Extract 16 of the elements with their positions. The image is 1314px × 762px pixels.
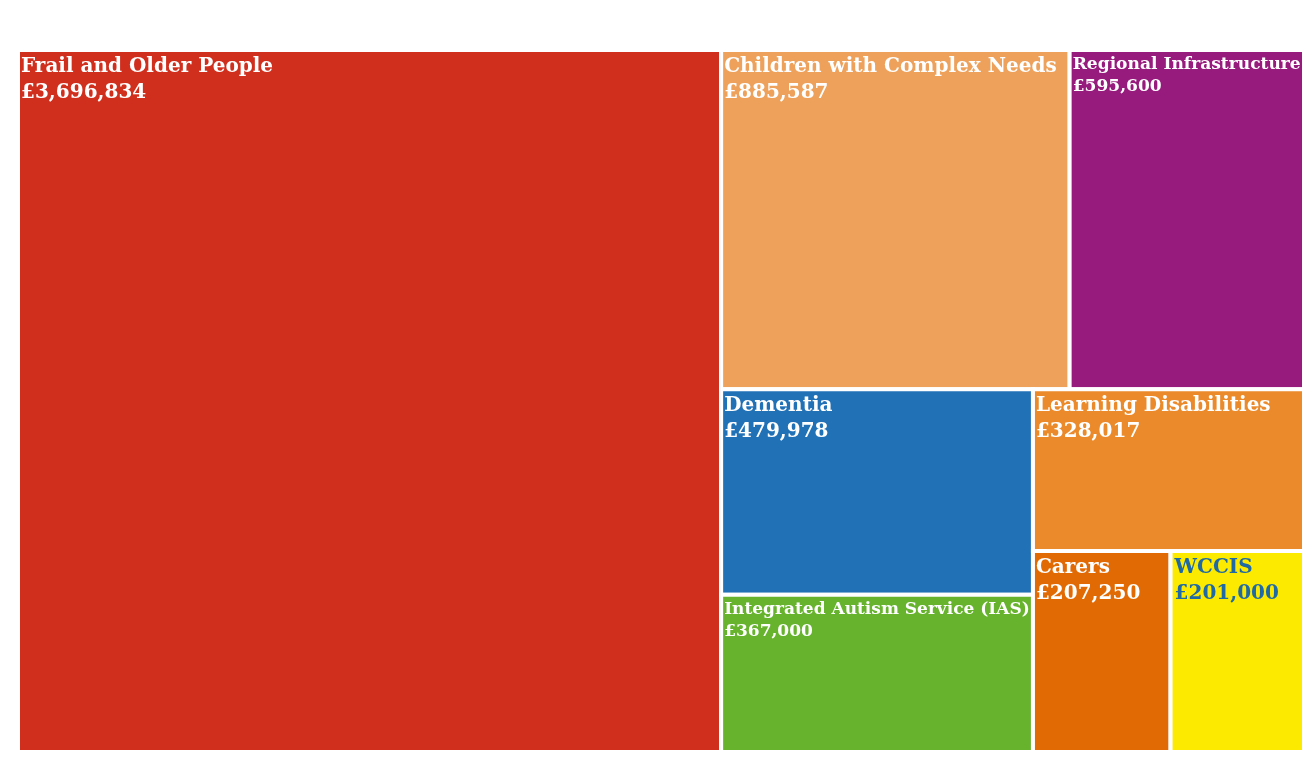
data-label: £201,000 [1174,579,1279,604]
data-label: £479,978 [724,418,829,443]
category-label: WCCIS [1173,553,1253,578]
data-label: £595,600 [1072,75,1162,96]
category-label: Carers [1035,553,1110,578]
data-label: £885,587 [724,79,829,103]
category-label: Dementia [724,392,833,417]
category-label: Frail and Older People [21,53,274,77]
category-label: Regional Infrastructure [1072,53,1301,74]
data-label: £328,017 [1035,418,1141,443]
category-label: Learning Disabilities [1035,392,1271,417]
data-label: £3,696,834 [21,79,147,103]
data-label: £207,250 [1035,579,1141,604]
category-label: Integrated Autism Service (IAS) [724,598,1030,618]
data-label: £367,000 [724,620,814,641]
category-label: Children with Complex Needs [724,53,1057,77]
